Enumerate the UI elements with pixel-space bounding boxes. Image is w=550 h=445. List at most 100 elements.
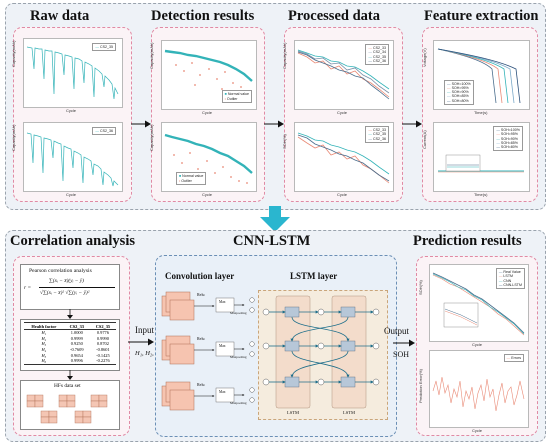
processed-plot2-legend-1: — CS2_35 bbox=[368, 132, 386, 137]
maxpooling-label-3: Maxpooling bbox=[230, 401, 247, 405]
table-cell: 0.8702 bbox=[96, 341, 109, 347]
input-label: Input bbox=[135, 325, 154, 335]
arrow-processed-to-feature bbox=[402, 120, 422, 128]
maxpooling-label-2: Maxpooling bbox=[230, 355, 247, 359]
table-header-cell: CS2_35 bbox=[89, 322, 116, 330]
feature-plot2-legend: — SOH=100% — SOH=95% — SOH=90% — SOH=85%… bbox=[493, 126, 523, 152]
relu-label-3: Relu bbox=[197, 382, 205, 387]
feature-plot1-ylabel: Voltage(V) bbox=[422, 48, 427, 67]
conv-row-2 bbox=[161, 335, 255, 365]
relu-label-2: Relu bbox=[197, 336, 205, 341]
pearson-formula-lhs: r = bbox=[24, 285, 32, 291]
detection-plot2-legend: ■ Normal value • Outlier bbox=[176, 172, 207, 185]
prediction-plot2-legend-0: Errors bbox=[511, 356, 521, 360]
arrow-table-to-dataset bbox=[67, 370, 73, 380]
feature-plot1-xlabel: Time(s) bbox=[474, 110, 488, 115]
feature-plot2-ylabel: Current(A) bbox=[422, 130, 427, 149]
processed-plot1-legend-3: — CS2_36 bbox=[368, 58, 386, 63]
feature-plot1-legend-1: — SOH=95% bbox=[447, 85, 469, 90]
table-cell: H₁ bbox=[41, 330, 47, 336]
pearson-title: Pearson correlation analysis bbox=[29, 268, 92, 274]
hfs-dataset-box: HFs data set bbox=[20, 380, 120, 430]
hfs-dataset-label: HFs data set bbox=[54, 383, 81, 389]
down-arrow bbox=[260, 206, 290, 232]
processed-plot1-xlabel: Cycle bbox=[337, 110, 348, 115]
dataset-grid-icon bbox=[26, 394, 108, 424]
detection-heading: Detection results bbox=[151, 8, 255, 24]
detection-plot1-legend: ■ Normal value • Outlier bbox=[221, 90, 252, 103]
table-cell: 0.9999 bbox=[70, 335, 83, 341]
raw-plot1-legend: — CS2_35 bbox=[92, 43, 116, 52]
table-cell: 0.9990 bbox=[96, 335, 109, 341]
arrow-detection-to-processed bbox=[264, 120, 284, 128]
raw-plot1-ylabel: Capacity(mAh) bbox=[11, 40, 16, 67]
detection-plot1-ylabel: Capacity(mAh) bbox=[149, 42, 154, 69]
lstm-block-label-1: LSTM bbox=[287, 410, 300, 415]
table-cell: 1.0000 bbox=[70, 330, 83, 336]
processed-plot2-legend: — CS2_33 — CS2_35 — CS2_36 bbox=[365, 126, 389, 143]
table-cell: H₆ bbox=[41, 358, 47, 364]
detection-plot-2: Capacity(mAh) ■ Normal value • Outlier C… bbox=[149, 122, 257, 197]
conv-row-3 bbox=[161, 381, 255, 411]
table-row: H₄ -0.7609 -0.8601 bbox=[24, 347, 116, 353]
table-row: H₅ 0.9654 -0.1425 bbox=[24, 352, 116, 358]
detection-plot2-markers bbox=[164, 133, 253, 184]
table-row: H₃ 0.9250 0.8702 bbox=[24, 341, 116, 347]
processed-plot2-legend-0: — CS2_33 bbox=[368, 128, 386, 132]
prediction-plot1-legend-0: — Real Value bbox=[498, 270, 521, 274]
prediction-plot2-legend: — Errors bbox=[503, 354, 524, 363]
feature-plot2-xlabel: Time(s) bbox=[474, 192, 488, 197]
processed-plot1-ylabel: Capacity(mAh) bbox=[282, 42, 287, 69]
prediction-plot1-legend-1: — LSTM bbox=[498, 274, 514, 279]
table-header-cell: CS2_33 bbox=[63, 322, 90, 330]
arrow-output bbox=[393, 339, 415, 347]
table-cell: -0.1425 bbox=[96, 352, 110, 358]
processed-plot-capacity: Capacity(mAh) — CS2_33 — CS2_34 — CS2_35… bbox=[282, 40, 394, 115]
feature-plot2-curves bbox=[438, 154, 524, 173]
prediction-plot-error: Prediction Error(%) — Errors Cycle bbox=[418, 350, 529, 433]
raw-data-plot-cs2-35: Capacity(mAh) — CS2_35 Cycle bbox=[11, 38, 123, 113]
processed-plot2-xlabel: Cycle bbox=[337, 192, 348, 197]
table-cell: H₃ bbox=[41, 341, 47, 347]
processed-plot2-legend-2: — CS2_36 bbox=[368, 136, 386, 141]
conv-row-1 bbox=[161, 291, 255, 321]
processed-plot2-ylabel: SOH(%) bbox=[282, 134, 287, 149]
cnn-lstm-title: CNN-LSTM bbox=[233, 233, 311, 249]
table-cell: -0.8601 bbox=[96, 347, 110, 353]
detection-plot2-ylabel: Capacity(mAh) bbox=[149, 124, 154, 151]
processed-plot1-legend-2: — CS2_35 bbox=[368, 54, 386, 59]
lstm-layer-title: LSTM layer bbox=[290, 271, 338, 281]
feature-plot2-legend-3: — SOH=85% bbox=[496, 140, 519, 145]
detection-plot1-markers bbox=[164, 49, 253, 94]
output-label: Output bbox=[384, 326, 410, 336]
pearson-fraction-bar bbox=[39, 287, 115, 288]
input-variables: H₁, H₂, H₃ bbox=[135, 350, 163, 357]
feature-plot1-legend-2: — SOH=90% bbox=[447, 90, 469, 95]
feature-plot1-legend-0: — SOH=100% bbox=[447, 81, 471, 86]
raw-plot1-xlabel: Cycle bbox=[66, 108, 77, 113]
processed-plot1-curves bbox=[297, 49, 390, 100]
table-cell: -0.2276 bbox=[96, 358, 110, 364]
feature-plot1-legend-3: — SOH=85% bbox=[447, 94, 469, 99]
detection-plot2-legend-normal: ■ Normal value bbox=[179, 174, 204, 179]
output-variable: SOH bbox=[393, 350, 410, 359]
prediction-plot1-legend: — Real Value — LSTM — CNN — CNN-LSTM bbox=[495, 268, 525, 290]
prediction-plot1-legend-2: — CNN bbox=[498, 278, 512, 283]
table-cell: -0.7609 bbox=[70, 347, 84, 353]
correlation-heading: Correlation analysis bbox=[10, 233, 135, 249]
processed-plot-soh: SOH(%) — CS2_33 — CS2_35 — CS2_36 Cycle bbox=[282, 122, 394, 197]
processed-plot1-legend-1: — CS2_34 bbox=[368, 50, 386, 55]
table-header-cell: Health factor bbox=[24, 322, 64, 330]
prediction-plot2-xlabel: Cycle bbox=[472, 428, 483, 433]
pearson-formula-numerator: ∑(xᵢ − x̄)(yᵢ − ȳ) bbox=[49, 278, 84, 284]
convolution-layer-title: Convolution layer bbox=[165, 271, 235, 281]
relu-label-1: Relu bbox=[197, 292, 205, 297]
feature-plot1-curves bbox=[437, 48, 521, 104]
table-cell: H₄ bbox=[41, 347, 47, 353]
raw-data-plot-cs2-36: Capacity(mAh) — CS2_36 Cycle bbox=[11, 122, 123, 197]
pearson-formula-denominator: √∑(xᵢ − x̄)² √∑(yᵢ − ȳ)² bbox=[40, 290, 90, 296]
prediction-plot1-ylabel: SOH(%) bbox=[418, 280, 423, 295]
table-cell: 0.9250 bbox=[70, 341, 83, 347]
arrow-input bbox=[128, 338, 154, 346]
table-row: H₂ 0.9999 0.9990 bbox=[24, 336, 116, 342]
